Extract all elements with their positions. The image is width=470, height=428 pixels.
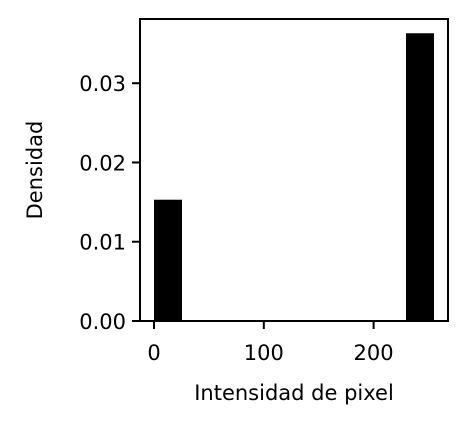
plot-frame bbox=[139, 18, 449, 322]
bars-layer bbox=[154, 33, 434, 322]
y-axis-label: Densidad bbox=[23, 121, 47, 220]
y-axis: 0.00 0.01 0.02 0.03 bbox=[79, 72, 140, 334]
y-tick-label: 0.01 bbox=[79, 231, 126, 255]
y-tick-label: 0.02 bbox=[79, 151, 126, 175]
x-axis: 0 100 200 bbox=[147, 321, 394, 365]
histogram-bar-0 bbox=[154, 199, 182, 321]
histogram-bar-9 bbox=[406, 33, 434, 322]
x-tick-label: 200 bbox=[354, 341, 394, 365]
y-tick-label: 0.03 bbox=[79, 72, 126, 96]
x-axis-label: Intensidad de pixel bbox=[194, 381, 394, 405]
y-tick-label: 0.00 bbox=[79, 310, 126, 334]
x-tick-label: 0 bbox=[147, 341, 160, 365]
x-tick-label: 100 bbox=[244, 341, 284, 365]
